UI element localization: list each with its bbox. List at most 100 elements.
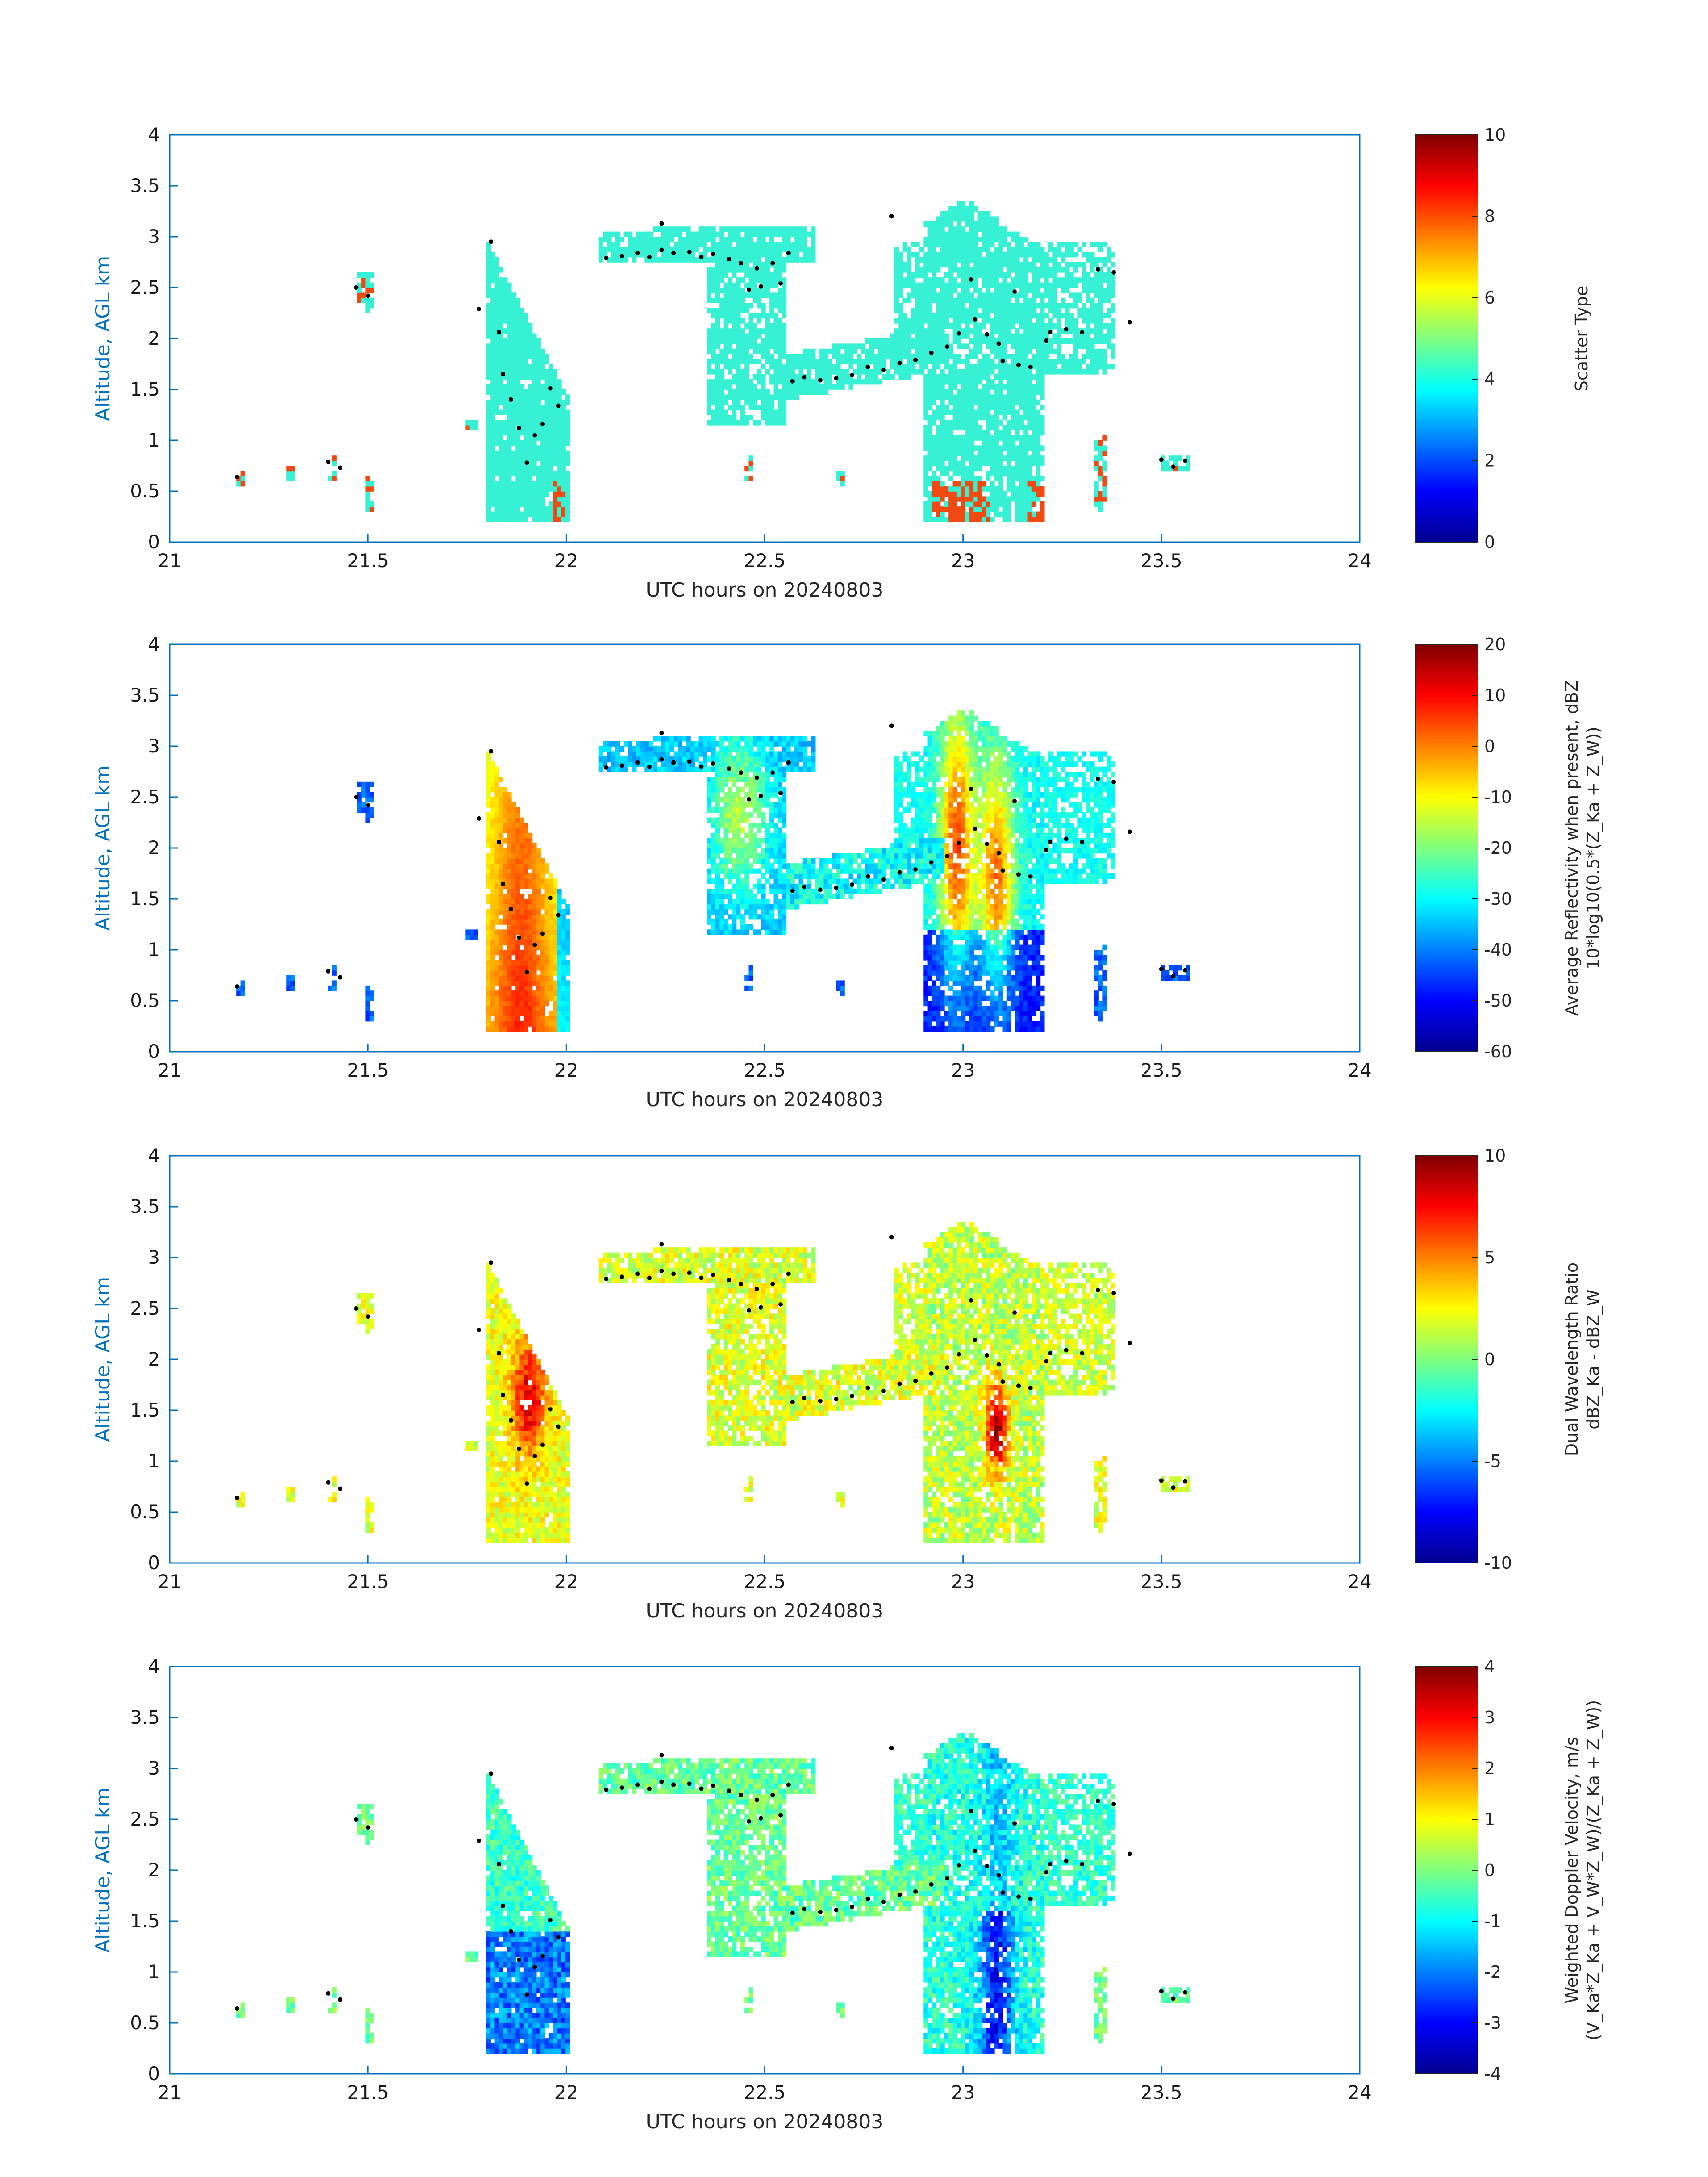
heatmap-cell (1061, 282, 1066, 288)
heatmap-cell (844, 343, 849, 349)
heatmap-cell (498, 445, 503, 451)
heatmap-cell (557, 501, 562, 507)
heatmap-cell (511, 471, 516, 476)
heatmap-cell (1015, 247, 1020, 252)
heatmap-cell (519, 960, 524, 965)
heatmap-cell (744, 323, 749, 329)
heatmap-cell (548, 955, 553, 961)
heatmap-cell (1082, 333, 1086, 339)
heatmap-cell (1057, 369, 1061, 375)
heatmap-cell (498, 792, 503, 798)
heatmap-cell (752, 348, 757, 354)
heatmap-cell (515, 481, 520, 487)
heatmap-cell (977, 288, 982, 293)
heatmap-cell (782, 409, 787, 415)
heatmap-cell (1015, 471, 1020, 476)
heatmap-cell (565, 450, 570, 456)
heatmap-cell (557, 950, 562, 956)
heatmap-cell (765, 409, 770, 415)
heatmap-cell (1098, 364, 1103, 370)
heatmap-cell (969, 216, 974, 222)
heatmap-cell (511, 354, 516, 359)
heatmap-cell (1040, 247, 1045, 252)
heatmap-cell (948, 435, 953, 441)
heatmap-cell (528, 909, 533, 915)
heatmap-cell (1098, 288, 1103, 293)
heatmap-cell (290, 985, 295, 991)
heatmap-cell (1065, 369, 1070, 375)
heatmap-cell (653, 252, 658, 258)
heatmap-cell (765, 389, 770, 395)
heatmap-cell (528, 899, 533, 905)
heatmap-cell (748, 242, 753, 247)
heatmap-cell (532, 501, 537, 507)
heatmap-cell (1102, 486, 1107, 492)
heatmap-cell (1011, 247, 1016, 252)
heatmap-cell (648, 237, 653, 242)
heatmap-cell (952, 277, 957, 283)
heatmap-cell (944, 486, 949, 492)
heatmap-cell (1023, 333, 1028, 339)
heatmap-cell (1036, 252, 1041, 258)
heatmap-cell (948, 384, 953, 390)
heatmap-cell (923, 262, 928, 268)
heatmap-cell (782, 247, 787, 252)
heatmap-cell (332, 965, 337, 971)
heatmap-cell (981, 237, 986, 242)
heatmap-cell (748, 415, 753, 421)
heatmap-cell (1082, 369, 1086, 375)
heatmap-cell (1011, 405, 1016, 410)
heatmap-cell (1019, 318, 1024, 324)
heatmap-cell (523, 348, 528, 354)
heatmap-cell (498, 889, 503, 894)
heatmap-cell (936, 476, 941, 481)
heatmap-cell (973, 252, 978, 258)
heatmap-cell (1027, 496, 1032, 502)
heatmap-cell (1031, 313, 1036, 319)
heatmap-cell (765, 348, 770, 354)
heatmap-cell (486, 761, 491, 767)
heatmap-cell (494, 960, 499, 965)
heatmap-cell (748, 359, 753, 364)
heatmap-cell (1023, 374, 1028, 380)
heatmap-cell (990, 379, 995, 385)
heatmap-cell (511, 379, 516, 385)
heatmap-cell (507, 491, 512, 497)
heatmap-cell (923, 354, 928, 359)
heatmap-cell (944, 303, 949, 309)
heatmap-cell (498, 970, 503, 976)
heatmap-cell (486, 914, 491, 920)
heatmap-cell (740, 369, 745, 375)
heatmap-cell (1006, 435, 1011, 441)
heatmap-cell (536, 435, 541, 441)
heatmap-cell (332, 980, 337, 986)
heatmap-cell (515, 909, 520, 915)
heatmap-cell (1011, 267, 1016, 273)
heatmap-cell (740, 348, 745, 354)
heatmap-cell (877, 343, 882, 349)
heatmap-cell (998, 237, 1003, 242)
heatmap-cell (936, 359, 941, 364)
heatmap-cell (723, 399, 728, 405)
heatmap-cell (719, 277, 724, 283)
heatmap-cell (290, 466, 295, 472)
heatmap-cell (965, 272, 970, 278)
heatmap-cell (523, 328, 528, 334)
heatmap-cell (507, 409, 512, 415)
heatmap-cell (736, 420, 741, 426)
heatmap-cell (1023, 338, 1028, 344)
heatmap-cell (507, 348, 512, 354)
heatmap-cell (369, 282, 374, 288)
heatmap-cell (894, 292, 899, 298)
heatmap-cell (823, 389, 828, 395)
heatmap-cell (769, 313, 774, 319)
heatmap-cell (540, 359, 545, 364)
heatmap-cell (544, 1001, 549, 1007)
heatmap-cell (515, 486, 520, 492)
heatmap-cell (769, 252, 774, 258)
heatmap-cell (748, 292, 753, 298)
heatmap-cell (765, 323, 770, 329)
heatmap-cell (498, 425, 503, 430)
heatmap-cell (1027, 486, 1032, 492)
heatmap-cell (1006, 354, 1011, 359)
